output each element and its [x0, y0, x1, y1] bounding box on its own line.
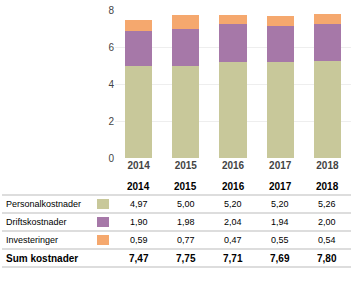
- svg-text:5,00: 5,00: [177, 199, 195, 209]
- svg-text:2014: 2014: [127, 160, 150, 171]
- svg-text:2018: 2018: [316, 160, 339, 171]
- svg-text:0,47: 0,47: [224, 235, 242, 245]
- svg-text:0: 0: [108, 153, 114, 164]
- svg-text:2018: 2018: [316, 181, 339, 192]
- svg-text:8: 8: [108, 5, 114, 16]
- svg-text:0,54: 0,54: [318, 235, 336, 245]
- svg-text:Driftskostnader: Driftskostnader: [6, 217, 67, 227]
- svg-text:Sum kostnader: Sum kostnader: [6, 253, 78, 264]
- svg-text:1,90: 1,90: [130, 217, 148, 227]
- svg-text:7,69: 7,69: [270, 253, 290, 264]
- svg-text:2,04: 2,04: [224, 217, 242, 227]
- svg-text:2017: 2017: [269, 160, 292, 171]
- svg-text:2: 2: [108, 116, 114, 127]
- svg-text:7,47: 7,47: [129, 253, 149, 264]
- svg-text:6: 6: [108, 42, 114, 53]
- svg-text:5,26: 5,26: [318, 199, 336, 209]
- svg-text:1,98: 1,98: [177, 217, 195, 227]
- svg-text:5,20: 5,20: [224, 199, 242, 209]
- svg-text:2,00: 2,00: [318, 217, 336, 227]
- svg-text:1,94: 1,94: [271, 217, 289, 227]
- svg-text:2017: 2017: [269, 181, 292, 192]
- svg-text:Personalkostnader: Personalkostnader: [6, 199, 81, 209]
- svg-text:4,97: 4,97: [130, 199, 148, 209]
- svg-text:2015: 2015: [174, 181, 197, 192]
- svg-text:0,55: 0,55: [271, 235, 289, 245]
- svg-text:7,71: 7,71: [223, 253, 243, 264]
- svg-text:7,75: 7,75: [176, 253, 196, 264]
- svg-text:2016: 2016: [222, 160, 245, 171]
- svg-text:4: 4: [108, 79, 114, 90]
- svg-text:0,77: 0,77: [177, 235, 195, 245]
- svg-text:0,59: 0,59: [130, 235, 148, 245]
- svg-text:Investeringer: Investeringer: [6, 235, 58, 245]
- svg-text:7,80: 7,80: [317, 253, 337, 264]
- svg-text:5,20: 5,20: [271, 199, 289, 209]
- svg-text:2014: 2014: [127, 181, 150, 192]
- svg-text:2016: 2016: [222, 181, 245, 192]
- svg-text:2015: 2015: [175, 160, 198, 171]
